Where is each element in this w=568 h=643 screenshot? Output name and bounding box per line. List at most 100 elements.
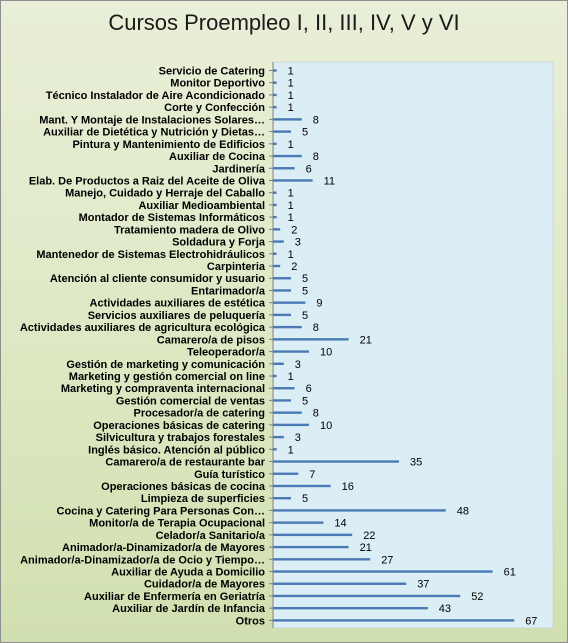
category-label: Celador/a Sanitario/a (156, 530, 266, 542)
bar (273, 191, 277, 194)
data-label: 5 (302, 127, 308, 139)
bar (273, 154, 302, 158)
category-label: Camarero/a de pisos (157, 334, 265, 346)
data-label: 2 (291, 224, 297, 236)
data-label: 35 (410, 457, 422, 469)
category-label: Entarimador/a (191, 285, 266, 297)
data-label: 1 (288, 371, 294, 383)
data-label: 6 (306, 383, 312, 395)
bar (273, 484, 331, 488)
data-label: 9 (316, 298, 322, 310)
category-label: Silvicultura y trabajos forestales (96, 432, 265, 444)
data-label: 52 (471, 591, 483, 603)
data-label: 14 (334, 518, 346, 530)
data-label: 3 (295, 237, 301, 249)
category-label: Actividades auxiliares de agricultura ec… (20, 322, 266, 334)
data-label: 2 (291, 261, 297, 273)
data-label: 37 (417, 579, 429, 591)
bar (273, 142, 277, 146)
category-label: Cocina y Catering Para Personas Con… (57, 505, 265, 517)
category-label: Mantenedor de Sistemas Electrohidráulico… (36, 249, 265, 261)
data-label: 1 (288, 139, 294, 151)
bar (273, 118, 302, 121)
data-label: 8 (313, 322, 319, 334)
data-label: 8 (313, 114, 319, 126)
bar (273, 105, 277, 109)
data-label: 48 (457, 505, 469, 517)
data-label: 1 (288, 66, 294, 78)
bar (273, 362, 284, 365)
category-label: Limpieza de superficies (141, 493, 265, 505)
data-label: 43 (439, 603, 451, 615)
category-label: Cuidador/a de Mayores (144, 579, 265, 591)
data-label: 27 (381, 554, 393, 566)
category-label: Auxiliar de Enfermería en Geriatría (84, 591, 266, 603)
bar (273, 594, 461, 598)
category-label: Monitor Deportivo (170, 78, 265, 90)
bar (273, 264, 281, 268)
category-label: Marketing y gestión comercial on line (69, 371, 265, 383)
bar (273, 252, 277, 255)
category-label: Monitor/a de Terapia Ocupacional (89, 518, 265, 530)
category-label: Carpinteria (207, 261, 266, 273)
data-label: 1 (288, 444, 294, 456)
category-label: Montador de Sistemas Informáticos (79, 212, 265, 224)
bar (273, 423, 309, 427)
category-label: Atención al cliente consumidor y usuario (50, 273, 265, 285)
bar (273, 289, 291, 292)
chart-title: Cursos Proempleo I, II, III, IV, V y VI (108, 10, 460, 35)
bar (273, 533, 353, 537)
bar (273, 93, 277, 97)
bar (273, 472, 299, 475)
bar (273, 606, 428, 610)
category-label: Actividades auxiliares de estética (90, 298, 266, 310)
bar (273, 325, 302, 329)
category-label: Tratamiento madera de Olivo (114, 224, 265, 236)
data-label: 22 (363, 530, 375, 542)
data-label: 5 (302, 493, 308, 505)
category-label: Auxiliar de Dietética y Nutrición y Diet… (43, 127, 265, 139)
data-label: 1 (288, 78, 294, 90)
plot-area (272, 61, 554, 629)
bar (273, 240, 284, 243)
data-label: 6 (306, 163, 312, 175)
bar (273, 509, 446, 512)
bar (273, 69, 277, 72)
category-label: Manejo, Cuidado y Herraje del Caballo (65, 188, 265, 200)
category-label: Servicio de Catering (159, 66, 265, 78)
bar (273, 399, 291, 402)
bar (273, 203, 277, 207)
data-label: 11 (324, 175, 335, 187)
bar (273, 130, 291, 133)
bar (273, 350, 309, 353)
data-label: 21 (360, 542, 372, 554)
data-label: 5 (302, 310, 308, 322)
data-label: 16 (342, 481, 354, 493)
bar (273, 167, 295, 170)
category-label: Animador/a-Dinamizador/a de Mayores (62, 542, 265, 554)
data-label: 5 (302, 285, 308, 297)
bar (273, 448, 277, 451)
data-label: 10 (320, 420, 332, 432)
bar (273, 277, 291, 280)
bar (273, 521, 324, 524)
category-label: Guía turístico (194, 469, 265, 481)
bar (273, 460, 399, 463)
category-label: Auxiliar de Jardín de Infancia (112, 603, 266, 615)
category-label: Auxiliar de Cocina (169, 151, 266, 163)
category-label: Teleoperador/a (187, 347, 266, 359)
data-label: 1 (288, 90, 294, 102)
data-label: 8 (313, 408, 319, 420)
category-label: Jardinería (212, 163, 265, 175)
category-label: Soldadura y Forja (172, 237, 266, 249)
data-label: 1 (288, 102, 294, 114)
data-label: 8 (313, 151, 319, 163)
data-label: 67 (525, 615, 537, 627)
data-label: 5 (302, 273, 308, 285)
bar (273, 387, 295, 390)
category-label: Pintura y Mantenimiento de Edificios (72, 139, 265, 151)
category-label: Procesador/a de catering (134, 408, 265, 420)
bar (273, 497, 291, 500)
bar (273, 411, 302, 414)
bar (273, 313, 291, 317)
